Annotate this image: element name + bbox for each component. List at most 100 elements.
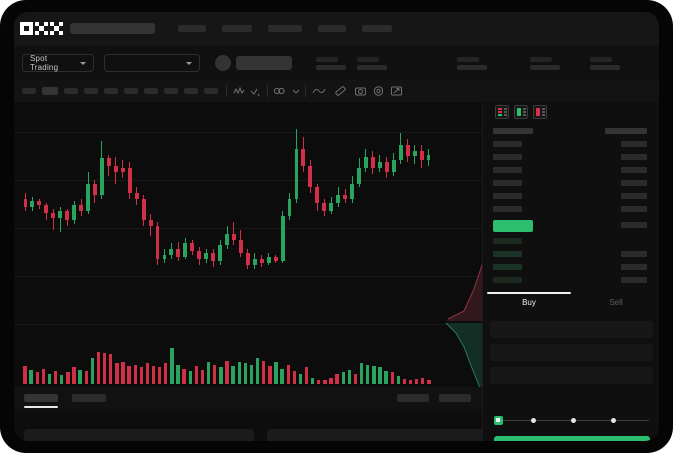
volume-bar — [323, 380, 327, 384]
orderbook-bid-amount — [621, 251, 647, 257]
volume-bar — [78, 369, 82, 384]
candle-body — [419, 150, 424, 161]
timeframe-10[interactable] — [204, 88, 218, 94]
candle-body — [266, 256, 271, 263]
slider-stop-75[interactable] — [611, 418, 616, 423]
orderbook-ask-amount — [621, 193, 647, 199]
tab-sell[interactable]: Sell — [609, 298, 623, 307]
compare-icon[interactable] — [273, 85, 286, 97]
timeframe-1[interactable] — [22, 88, 36, 94]
bottom-action-1[interactable] — [397, 394, 429, 402]
settings-icon[interactable] — [372, 85, 385, 97]
orderbook-ask-row[interactable] — [493, 154, 522, 160]
nav-item-1[interactable] — [178, 25, 206, 32]
chevron-down-icon-tool1[interactable] — [250, 85, 261, 97]
candle-body — [72, 204, 77, 221]
indicators-icon[interactable] — [233, 85, 246, 97]
total-field[interactable] — [490, 367, 653, 384]
candle-body — [120, 168, 125, 172]
nav-item-5[interactable] — [362, 25, 392, 32]
orderbook-bid-row[interactable] — [493, 264, 522, 270]
timeframe-7[interactable] — [144, 88, 158, 94]
candle-body — [252, 258, 257, 265]
orderbook-ask-row[interactable] — [493, 193, 522, 199]
orderbook-ask-row[interactable] — [493, 206, 522, 212]
slider-stop-25[interactable] — [531, 418, 536, 423]
camera-icon[interactable] — [354, 85, 367, 97]
okx-logo[interactable] — [20, 22, 63, 35]
orderbook-ask-row[interactable] — [493, 141, 522, 147]
orderbook-view-sell-icon[interactable] — [533, 105, 547, 119]
candle-body — [370, 156, 375, 169]
volume-bar — [225, 360, 229, 384]
stat-1-label — [316, 57, 338, 62]
candle-body — [426, 154, 431, 161]
fullscreen-icon[interactable] — [390, 85, 403, 97]
volume-bar — [133, 364, 137, 384]
candle-body — [127, 168, 132, 194]
volume-bar — [176, 364, 180, 384]
volume-bar — [35, 372, 39, 384]
volume-bar — [335, 373, 339, 384]
toolbar-divider-2 — [267, 85, 268, 97]
chevron-down-icon-tool2[interactable] — [291, 85, 301, 97]
timeframe-6[interactable] — [124, 88, 138, 94]
price-field[interactable] — [490, 321, 653, 338]
bottom-tab-1[interactable] — [24, 394, 58, 402]
nav-item-4[interactable] — [318, 25, 346, 32]
measure-icon[interactable] — [334, 85, 347, 97]
slider-handle[interactable] — [494, 416, 503, 425]
orderbook-bid-row[interactable] — [493, 238, 522, 244]
orderbook-ask-row[interactable] — [493, 167, 522, 173]
bottom-panel-right[interactable] — [267, 429, 489, 441]
candle-body — [245, 253, 250, 265]
chart-gridline — [14, 132, 482, 133]
volume-bar — [158, 367, 162, 384]
stat-4-value — [530, 65, 560, 70]
bottom-tab-bar — [14, 387, 482, 409]
buy-submit-button[interactable] — [494, 436, 650, 441]
slider-stop-50[interactable] — [571, 418, 576, 423]
buy-tab-underline — [487, 292, 571, 294]
volume-bar — [243, 363, 248, 384]
orderbook-bid-row[interactable] — [493, 251, 522, 257]
candle-body — [99, 158, 104, 196]
timeframe-9[interactable] — [184, 88, 198, 94]
orderbook-ask-row[interactable] — [493, 180, 522, 186]
candle-body — [113, 166, 118, 172]
amount-field[interactable] — [490, 344, 653, 361]
tab-buy[interactable]: Buy — [522, 298, 536, 307]
bottom-tab-2[interactable] — [72, 394, 106, 402]
price-chart[interactable] — [14, 102, 496, 434]
orderbook-bid-row[interactable] — [493, 277, 522, 283]
orderbook-view-buy-icon[interactable] — [514, 105, 528, 119]
nav-item-3[interactable] — [268, 25, 302, 32]
line-chart-icon[interactable] — [312, 85, 326, 97]
trading-pair-selector[interactable] — [104, 54, 200, 72]
orderbook-view-both-icon[interactable] — [495, 105, 509, 119]
timeframe-4[interactable] — [84, 88, 98, 94]
global-search-input[interactable] — [70, 23, 155, 34]
volume-bar — [384, 371, 388, 384]
volume-bar — [170, 348, 174, 384]
candle-body — [23, 199, 28, 207]
timeframe-2[interactable] — [42, 87, 58, 95]
candle-body — [51, 212, 56, 219]
nav-item-2[interactable] — [222, 25, 252, 32]
trading-mode-selector[interactable]: Spot Trading — [22, 54, 94, 72]
volume-bar — [47, 373, 52, 384]
sub-header-bar: Spot Trading — [14, 46, 659, 80]
volume-bar — [96, 351, 101, 384]
candle-body — [86, 183, 90, 211]
timeframe-8[interactable] — [164, 88, 178, 94]
bottom-panel-left[interactable] — [24, 429, 254, 441]
timeframe-3[interactable] — [64, 88, 78, 94]
orderbook-bid-amount — [621, 264, 647, 270]
volume-bar — [396, 376, 401, 384]
chart-gridline — [14, 324, 482, 325]
timeframe-5[interactable] — [104, 88, 118, 94]
volume-bar — [298, 373, 303, 384]
candle-body — [232, 233, 236, 240]
bottom-action-2[interactable] — [439, 394, 471, 402]
candle-body — [30, 200, 35, 207]
